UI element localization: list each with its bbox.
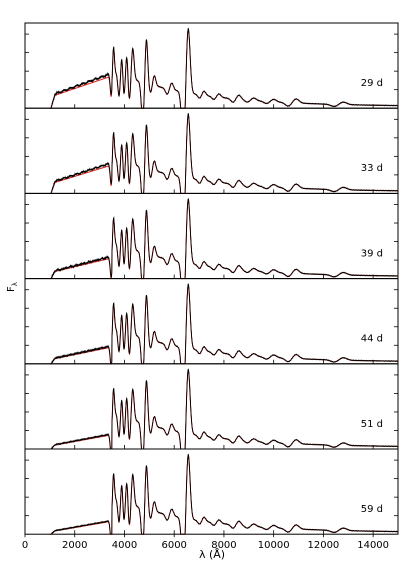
panels-group: 29 d 33 d 39 d 44 d 51 d 59 d (24, 22, 399, 535)
epoch-label: 39 d (361, 248, 383, 259)
x-tick-label: 14000 (357, 540, 389, 551)
model-spectrum-line (49, 370, 398, 450)
epoch-label: 44 d (361, 334, 383, 345)
spectrum-panel: 51 d (24, 363, 399, 450)
spectrum-panel: 59 d (24, 448, 399, 535)
panel-frame (24, 22, 399, 109)
model-spectrum-line (49, 284, 398, 365)
x-tick-label: 12000 (307, 540, 339, 551)
spectrum-panel: 39 d (24, 192, 399, 280)
epoch-label: 51 d (361, 419, 383, 430)
x-tick-label: 6000 (161, 540, 186, 551)
x-tick-label: 0 (22, 540, 28, 551)
observed-spectrum-line (49, 283, 399, 365)
spectrum-panel: 33 d (24, 107, 399, 194)
observed-spectrum-line (49, 368, 399, 450)
observed-spectrum-line (49, 27, 399, 109)
panel-frame (24, 278, 399, 365)
x-tick-label: 10000 (258, 540, 290, 551)
observed-spectrum-line (49, 198, 399, 280)
x-tick-label: 2000 (62, 540, 87, 551)
model-spectrum-line (49, 29, 398, 109)
model-spectrum-line (49, 114, 398, 194)
x-tick-label: 4000 (112, 540, 137, 551)
spectrum-panel: 44 d (24, 278, 399, 365)
model-spectrum-line (49, 199, 398, 280)
observed-spectrum-line (49, 112, 399, 194)
x-tick-label: 8000 (211, 540, 236, 551)
panel-frame (24, 107, 399, 194)
epoch-label: 33 d (361, 163, 383, 174)
x-axis: 0 2000 4000 6000 8000 10000 12000 14000 (22, 534, 389, 551)
x-axis-label: λ (Å) (199, 548, 225, 561)
observed-spectrum-line (49, 453, 399, 535)
spectrum-panel: 29 d (24, 22, 399, 109)
panel-frame (24, 363, 399, 450)
epoch-label: 29 d (361, 78, 383, 89)
epoch-label: 59 d (361, 504, 383, 515)
panel-frame (24, 448, 399, 535)
y-axis-label: Fλ (6, 282, 19, 292)
